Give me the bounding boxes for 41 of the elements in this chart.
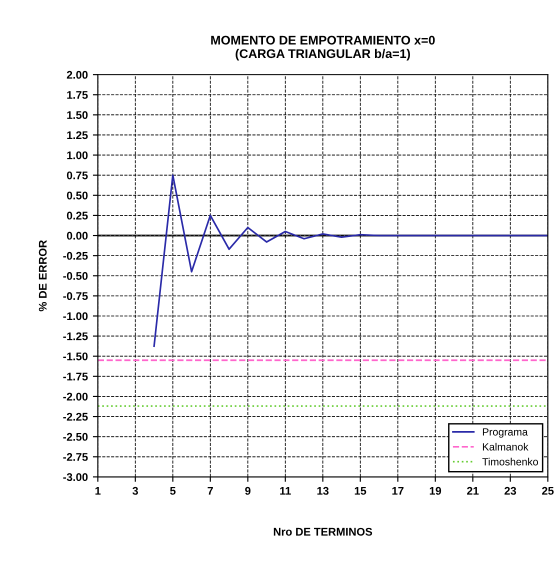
y-tick-label: -1.25	[63, 332, 88, 340]
y-tick-label: -2.50	[63, 432, 88, 441]
y-tick-label: 1.50	[67, 111, 88, 119]
y-axis-title: % DE ERROR	[38, 240, 47, 312]
legend-label: Kalmanok	[482, 442, 528, 451]
y-tick-label: -0.50	[63, 272, 88, 280]
x-tick-label: 11	[280, 487, 291, 495]
y-tick-label: 1.00	[67, 151, 88, 160]
x-tick-label: 1	[95, 487, 101, 495]
x-tick-label: 13	[317, 486, 329, 495]
y-tick-label: 1.25	[67, 131, 88, 140]
legend-label: Programa	[482, 428, 528, 438]
y-tick-label: 0.25	[66, 212, 88, 220]
x-tick-label: 3	[132, 486, 138, 495]
y-tick-label: -0.75	[63, 292, 88, 300]
x-tick-label: 9	[245, 486, 250, 495]
y-tick-label: 0.00	[66, 232, 88, 240]
chart-title: MOMENTO DE EMPOTRAMIENTO x=0 (CARGA TRIANGULAR b/a=1)	[211, 36, 435, 61]
line-series	[153, 174, 548, 347]
y-tick-label: -3.00	[63, 473, 88, 482]
y-tick-label: -2.00	[63, 392, 88, 401]
y-tick-label: -1.00	[63, 312, 88, 320]
y-tick-label: -1.75	[63, 372, 88, 380]
legend-label: Timoshenko	[482, 458, 538, 466]
x-tick-label: 17	[392, 487, 404, 495]
x-tick-label: 23	[504, 486, 516, 495]
y-tick-label: -1.50	[63, 352, 88, 360]
x-tick-label: 7	[208, 487, 213, 495]
y-tick-label: -0.25	[63, 252, 88, 260]
y-tick-label: 0.50	[66, 192, 88, 200]
x-tick-label: 25	[542, 486, 554, 495]
y-tick-label: 1.75	[67, 91, 88, 99]
x-axis-title: Nro DE TERMINOS	[274, 528, 372, 536]
y-tick-label: 0.75	[66, 171, 88, 180]
y-tick-label: -2.25	[63, 412, 88, 421]
x-tick-label: 15	[354, 487, 366, 495]
x-tick-label: 21	[467, 486, 479, 495]
y-tick-label: -2.75	[63, 453, 88, 461]
x-tick-label: 5	[170, 487, 176, 495]
x-tick-label: 19	[430, 486, 442, 495]
y-tick-label: 2.00	[66, 70, 88, 79]
